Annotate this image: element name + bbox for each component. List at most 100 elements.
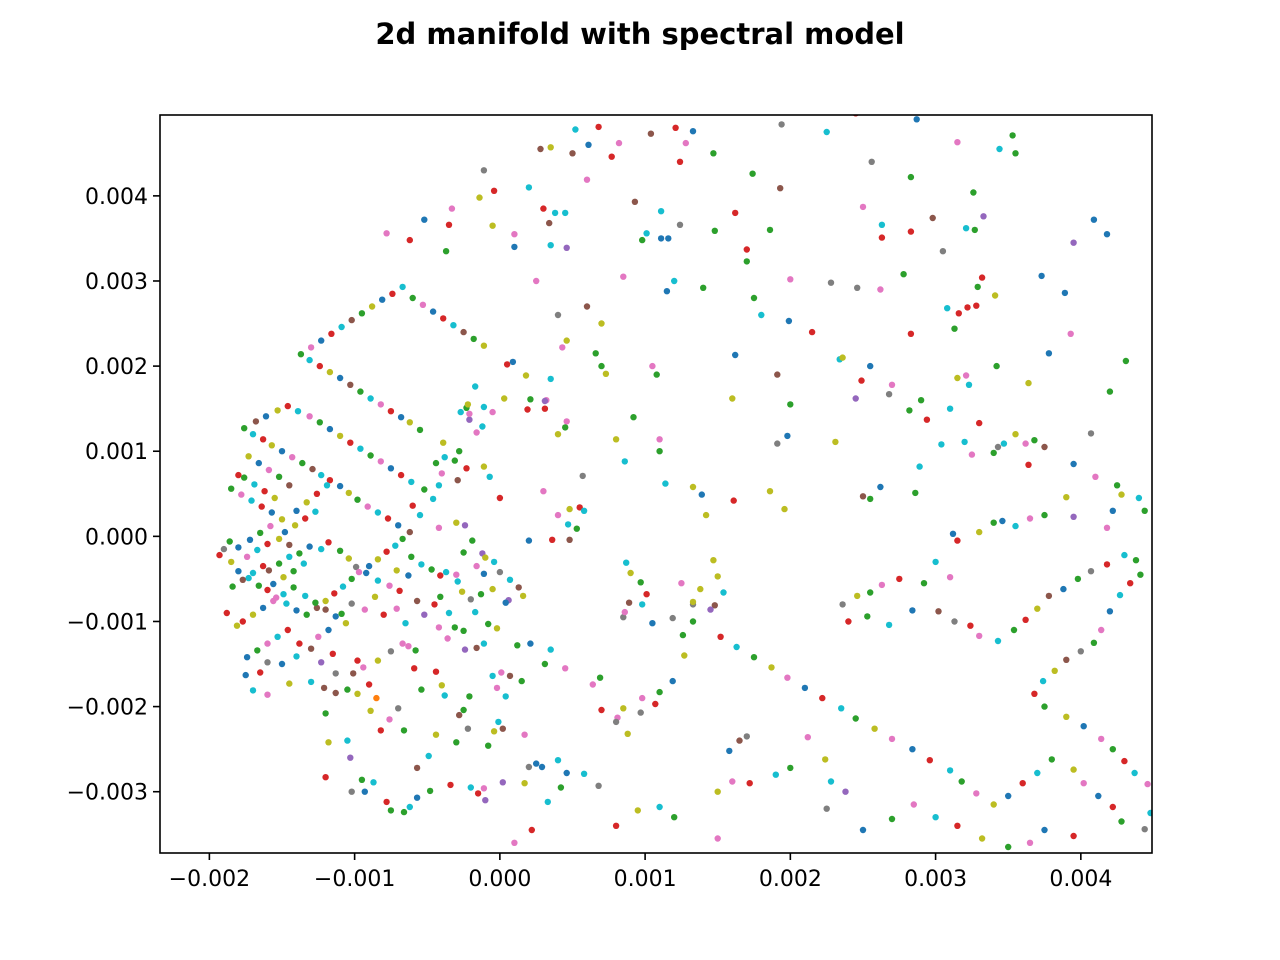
scatter-point	[278, 516, 286, 523]
scatter-point	[801, 684, 809, 692]
scatter-point	[1103, 561, 1111, 568]
scatter-point	[909, 607, 916, 614]
scatter-point	[1144, 780, 1151, 788]
scatter-point	[248, 497, 255, 504]
scatter-point	[778, 121, 785, 128]
scatter-point	[259, 604, 267, 612]
scatter-point	[223, 609, 230, 617]
scatter-point	[671, 814, 678, 821]
scatter-point	[559, 344, 566, 351]
scatter-point	[413, 597, 421, 605]
scatter-point	[845, 618, 852, 625]
x-tick-label: 0.004	[1049, 867, 1112, 892]
scatter-point	[271, 494, 278, 502]
scatter-point	[1061, 289, 1069, 297]
scatter-point	[364, 503, 371, 510]
scatter-point	[885, 621, 893, 629]
scatter-point	[259, 562, 267, 570]
scatter-point	[689, 483, 697, 491]
scatter-point	[499, 725, 506, 732]
scatter-point	[377, 401, 384, 408]
scatter-point	[551, 209, 559, 217]
x-tick-label: 0.000	[468, 867, 531, 892]
scatter-point	[657, 208, 665, 215]
scatter-point	[348, 788, 355, 795]
scatter-point	[732, 209, 739, 217]
scatter-point	[249, 687, 257, 694]
scatter-point	[554, 311, 562, 319]
scatter-point	[254, 647, 261, 654]
scatter-point	[595, 782, 602, 789]
scatter-point	[689, 598, 697, 606]
scatter-point	[386, 716, 393, 723]
scatter-point	[480, 570, 488, 577]
scatter-point	[938, 441, 945, 448]
scatter-point	[345, 489, 352, 497]
scatter-point	[838, 705, 845, 712]
scatter-point	[480, 342, 488, 349]
scatter-point	[235, 544, 242, 551]
scatter-point	[777, 185, 784, 192]
scatter-point	[358, 310, 366, 317]
scatter-point	[470, 335, 477, 343]
scatter-point	[1063, 713, 1070, 720]
scatter-point	[946, 767, 954, 774]
scatter-point	[623, 559, 630, 566]
scatter-point	[289, 454, 296, 461]
scatter-point	[313, 490, 321, 497]
scatter-point	[270, 597, 277, 605]
scatter-point	[1041, 826, 1048, 834]
scatter-point	[787, 764, 794, 772]
scatter-point	[466, 416, 473, 423]
scatter-point	[620, 614, 627, 621]
scatter-point	[409, 502, 416, 509]
x-tick-label: 0.001	[614, 867, 677, 892]
scatter-point	[307, 678, 315, 686]
scatter-point	[408, 553, 415, 560]
scatter-point	[546, 219, 553, 227]
scatter-point	[444, 635, 451, 642]
scatter-point	[448, 205, 456, 212]
scatter-point	[370, 779, 377, 786]
scatter-point	[1012, 431, 1019, 438]
scatter-point	[361, 788, 368, 795]
scatter-point	[506, 576, 514, 583]
scatter-point	[245, 574, 252, 582]
scatter-point	[766, 488, 774, 495]
scatter-point	[774, 371, 781, 378]
scatter-point	[743, 246, 750, 253]
scatter-point	[1063, 656, 1070, 663]
scatter-point	[275, 560, 283, 567]
scatter-point	[1092, 473, 1099, 480]
scatter-point	[1109, 746, 1117, 753]
scatter-point	[1000, 440, 1008, 447]
scatter-point	[467, 596, 474, 603]
scatter-point	[338, 323, 345, 331]
scatter-point	[367, 395, 374, 402]
scatter-point	[965, 381, 973, 388]
scatter-point	[1009, 132, 1016, 139]
scatter-point	[418, 686, 425, 693]
scatter-point	[598, 706, 605, 714]
scatter-point	[406, 528, 413, 536]
scatter-point	[682, 139, 689, 147]
scatter-point	[528, 826, 535, 834]
scatter-point	[585, 141, 592, 148]
scatter-point	[479, 423, 486, 430]
scatter-point	[257, 529, 264, 537]
scatter-point	[946, 405, 954, 412]
scatter-point	[878, 581, 886, 589]
scatter-point	[1026, 515, 1034, 522]
scatter-point	[474, 790, 482, 797]
scatter-point	[649, 620, 656, 627]
scatter-point	[877, 286, 884, 293]
scatter-point	[367, 707, 374, 714]
scatter-point	[413, 764, 421, 772]
scatter-point	[442, 568, 450, 576]
scatter-point	[1048, 756, 1056, 763]
scatter-point	[360, 664, 367, 671]
scatter-point	[852, 715, 859, 722]
scatter-point	[255, 582, 262, 589]
scatter-point	[461, 646, 469, 653]
scatter-point	[306, 543, 313, 550]
